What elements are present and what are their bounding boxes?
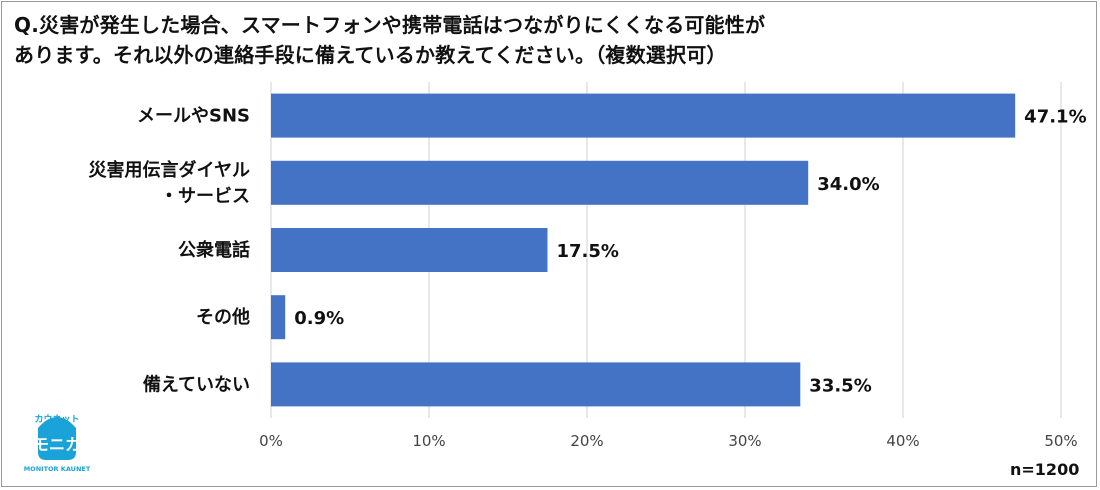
logo-drop-shape bbox=[38, 417, 76, 460]
data-label: 34.0% bbox=[817, 174, 879, 195]
bar bbox=[271, 228, 548, 272]
category-label: 備えていない bbox=[143, 373, 250, 395]
category-label: その他 bbox=[196, 306, 250, 328]
logo-top-text: カウネット bbox=[34, 414, 79, 425]
bar bbox=[271, 93, 1016, 138]
x-tick-label: 0% bbox=[259, 432, 283, 450]
x-tick-label: 50% bbox=[1044, 432, 1077, 450]
logo-main-text: モニカ bbox=[33, 435, 81, 454]
logo-sub-text: MONITOR KAUNET bbox=[24, 465, 91, 473]
x-tick-label: 30% bbox=[728, 432, 761, 450]
title-line-2: あります。それ以外の連絡手段に備えているか教えてください。（複数選択可） bbox=[14, 43, 727, 67]
x-tick-label: 40% bbox=[886, 432, 919, 450]
data-label: 47.1% bbox=[1024, 107, 1086, 128]
x-tick-label: 10% bbox=[412, 432, 445, 450]
category-label: 災害用伝言ダイヤル bbox=[89, 159, 250, 181]
title-line-1: Q.災害が発生した場合、スマートフォンや携帯電話はつながりにくくなる可能性が bbox=[14, 13, 766, 37]
x-tick-label: 20% bbox=[570, 432, 603, 450]
monica-logo: カウネット モニカ MONITOR KAUNET bbox=[24, 414, 91, 473]
category-label: 公衆電話 bbox=[178, 239, 250, 261]
category-label: ・サービス bbox=[160, 186, 250, 207]
bar bbox=[271, 295, 286, 340]
question-title: Q.災害が発生した場合、スマートフォンや携帯電話はつながりにくくなる可能性が あ… bbox=[14, 10, 1074, 70]
data-label: 33.5% bbox=[809, 375, 871, 396]
data-label: 0.9% bbox=[294, 308, 344, 329]
bar bbox=[271, 362, 801, 407]
category-label: メールやSNS bbox=[137, 106, 250, 127]
bar bbox=[271, 160, 809, 205]
sample-size-label: n=1200 bbox=[1010, 460, 1080, 479]
data-label: 17.5% bbox=[557, 241, 619, 262]
